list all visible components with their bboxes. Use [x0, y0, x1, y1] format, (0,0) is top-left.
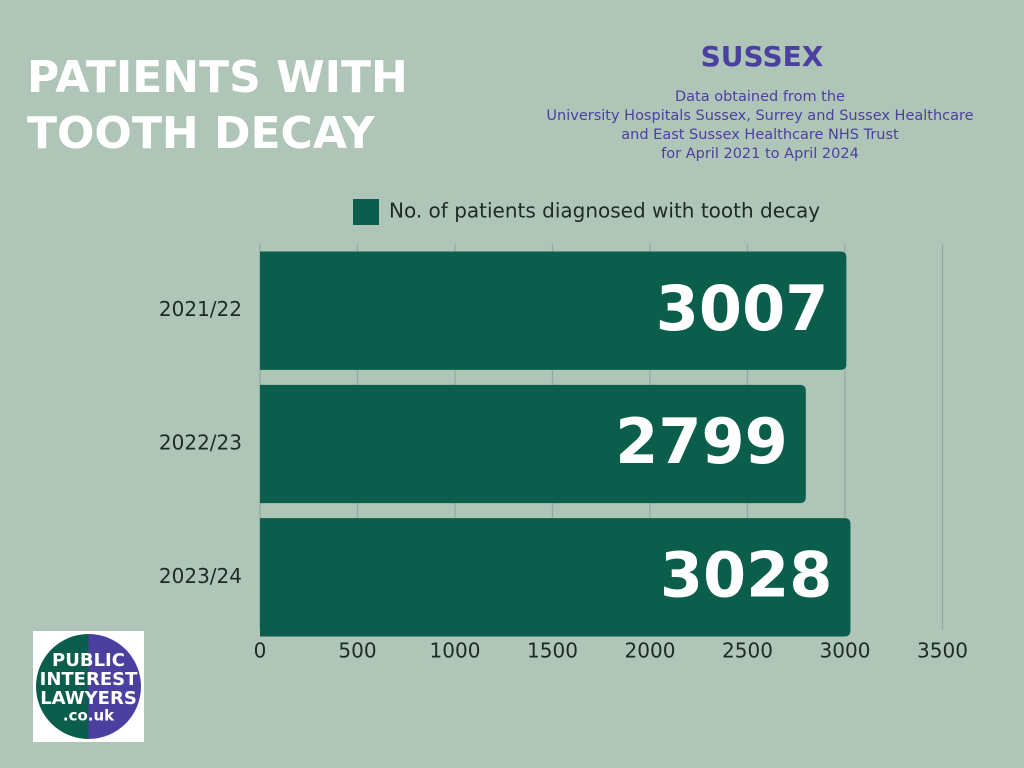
- logo-half: [36, 634, 89, 739]
- logo: PUBLIC INTEREST LAWYERS .co.uk: [33, 631, 144, 742]
- note: and East Sussex Healthcare NHS Trust: [621, 127, 899, 143]
- legend-label: No. of patients diagnosed with tooth dec…: [389, 199, 820, 223]
- plot-area: 0 500 1000 1500 2000 2500 3000 3500 2021/22 3007 2…: [159, 244, 968, 663]
- x-tick-label: 1000: [430, 639, 481, 663]
- bar: [260, 251, 847, 370]
- x-tick-label: 2500: [722, 639, 773, 663]
- logo-half: [88, 634, 141, 739]
- logo-text: INTEREST: [40, 669, 138, 690]
- y-tick-label: 2021/22: [159, 297, 242, 321]
- chart-title: TOOTH DECAY: [27, 108, 376, 159]
- logo-text: PUBLIC: [52, 650, 125, 671]
- y-tick-label: 2023/24: [159, 564, 242, 588]
- x-tick-label: 500: [338, 639, 376, 663]
- note: Data obtained from the: [675, 89, 845, 105]
- bar: [260, 384, 806, 504]
- note: for April 2021 to April 2024: [661, 146, 859, 162]
- x-tick-label: 0: [254, 639, 267, 663]
- x-tick-label: 2000: [625, 639, 676, 663]
- chart-subtitle: SUSSEX: [701, 40, 824, 73]
- x-tick-label: 3500: [917, 639, 968, 663]
- bar: [260, 518, 851, 637]
- value-label: 2799: [615, 405, 788, 478]
- legend-swatch: [353, 199, 379, 225]
- note: University Hospitals Sussex, Surrey and …: [546, 108, 973, 124]
- x-tick-label: 1500: [527, 639, 578, 663]
- value-label: 3028: [660, 538, 833, 611]
- logo-text: .co.uk: [63, 707, 115, 725]
- chart-title: PATIENTS WITH: [27, 52, 408, 103]
- logo-text: LAWYERS: [40, 688, 137, 709]
- legend: No. of patients diagnosed with tooth dec…: [353, 199, 820, 225]
- value-label: 3007: [656, 272, 829, 345]
- y-tick-label: 2022/23: [159, 431, 242, 455]
- x-tick-label: 3000: [820, 639, 871, 663]
